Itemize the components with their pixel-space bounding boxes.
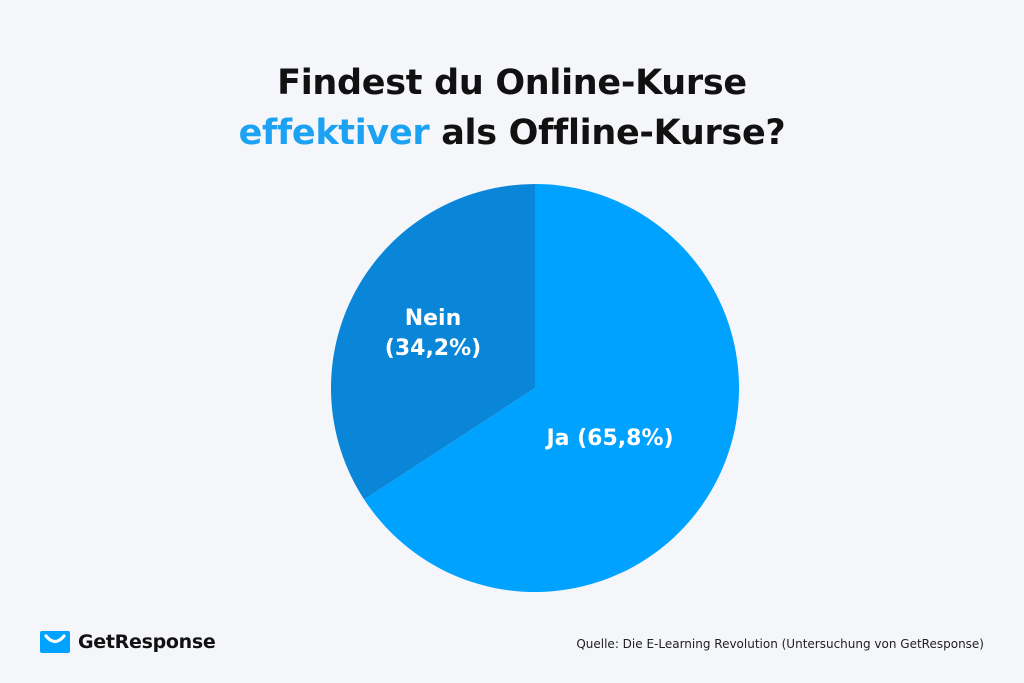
slice-label-ja: Ja (65,8%) (544, 426, 673, 451)
pie-slice-nein (331, 184, 535, 500)
title-line-1: Findest du Online-Kurse (277, 63, 747, 103)
title-line-2-rest: als Offline-Kurse? (429, 113, 786, 153)
title-accent-word: effektiver (238, 113, 430, 153)
getresponse-logo: GetResponse (40, 631, 216, 653)
slice-label-nein: Nein (34,2%) (385, 306, 481, 361)
source-note: Quelle: Die E-Learning Revolution (Unter… (576, 637, 984, 651)
pie-slice-ja (364, 184, 740, 593)
logo-text: GetResponse (78, 631, 216, 653)
envelope-icon (40, 631, 70, 653)
chart-title: Findest du Online-Kurse effektiver als O… (0, 58, 1024, 158)
title-line-2: effektiver als Offline-Kurse? (0, 108, 1024, 158)
